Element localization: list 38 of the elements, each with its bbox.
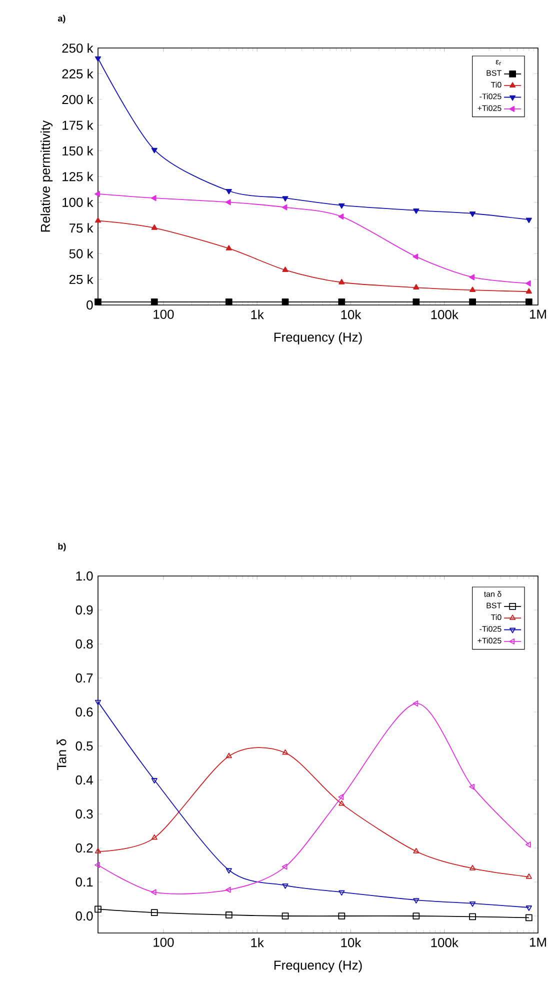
x-tick-label: 100k [431, 938, 458, 948]
y-tick-label: 50 k [69, 248, 94, 258]
x-tick-label: 10k [341, 310, 362, 320]
y-tick-label: 75 k [69, 223, 94, 233]
x-tick-label: 100k [431, 310, 458, 320]
y-tick-label: 0.9 [76, 605, 93, 615]
x-tick-label: 10k [341, 938, 362, 948]
x-tick-label: 100 [154, 310, 174, 319]
y-tick-label: 100 k [62, 197, 94, 207]
y-tick-label: 250 k [62, 43, 94, 53]
x-tick-label: 1M [530, 938, 546, 947]
y-tick-label: 25 k [69, 274, 94, 284]
y-tick-label: 0.0 [76, 911, 93, 921]
y-tick-label: 1.0 [76, 571, 93, 581]
y-tick-label: 150 k [62, 146, 94, 156]
y-tick-label: 0.5 [76, 741, 93, 751]
chart-title: b) [58, 542, 66, 552]
chart-title: a) [58, 14, 66, 24]
y-tick-label: 225 k [62, 68, 94, 78]
y-tick-label: 175 k [62, 120, 94, 130]
x-axis-title: Frequency (Hz) [274, 332, 362, 344]
y-axis-title: Tan δ [56, 739, 66, 770]
y-axis-title: Relative permittivity [40, 120, 53, 232]
y-tick-label: 0.8 [76, 639, 93, 649]
y-tick-label: 200 k [62, 94, 94, 104]
y-tick-label: 0.3 [76, 809, 93, 819]
y-tick-label: 125 k [62, 172, 94, 182]
y-tick-label: 0.6 [76, 707, 93, 717]
y-tick-label: 0.2 [76, 843, 93, 853]
x-tick-label: 1M [530, 310, 546, 319]
y-tick-label: 0.4 [76, 775, 93, 785]
x-tick-label: 100 [154, 938, 174, 947]
x-tick-label: 1k [251, 310, 264, 320]
y-tick-label: 0.1 [76, 877, 93, 887]
x-axis-title: Frequency (Hz) [274, 960, 362, 972]
x-tick-label: 1k [251, 938, 264, 948]
y-tick-label: 0 [86, 300, 93, 310]
y-tick-label: 0.7 [76, 673, 93, 683]
